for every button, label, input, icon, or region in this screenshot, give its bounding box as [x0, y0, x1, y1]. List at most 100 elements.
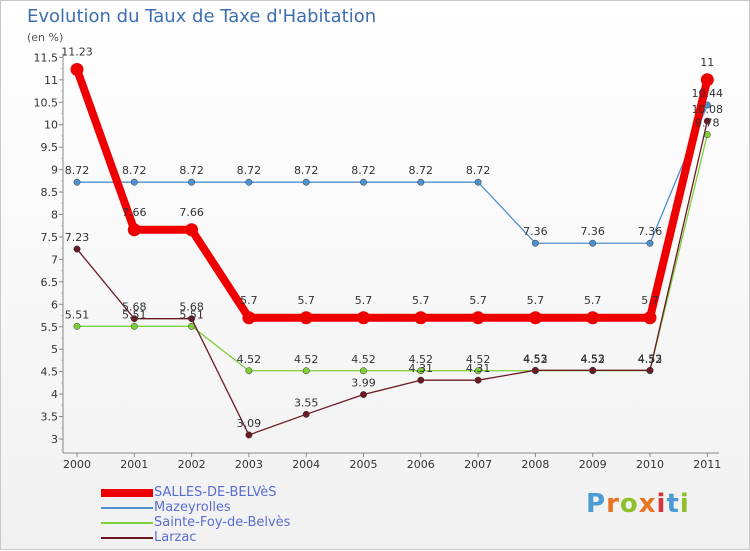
y-tick-label: 6.5: [41, 276, 59, 289]
legend-swatch-mazeyrolles: [101, 507, 153, 509]
data-point: [703, 117, 711, 125]
legend-swatch-sainte-foy-de-belves: [101, 522, 153, 524]
data-label: 4.52: [638, 353, 663, 366]
data-point: [417, 376, 425, 384]
data-label: 7.36: [523, 225, 548, 238]
chart-legend: SALLES-DE-BELVèS Mazeyrolles Sainte-Foy-…: [101, 485, 361, 545]
series-line-0: [73, 68, 712, 322]
proxiti-logo: Proxiti: [586, 489, 690, 519]
data-point: [417, 367, 425, 375]
data-label: 3.09: [237, 417, 262, 430]
data-point: [360, 391, 367, 398]
x-tick-label: 2004: [292, 458, 320, 471]
legend-item-sainte-foy-de-belves: Sainte-Foy-de-Belvès: [101, 515, 361, 530]
data-label: 11.23: [61, 45, 93, 58]
chart-title: Evolution du Taux de Taxe d'Habitation: [27, 6, 377, 27]
data-label: 5.51: [179, 308, 204, 321]
data-point: [188, 178, 196, 186]
data-point: [73, 245, 81, 253]
data-label: 8.72: [294, 164, 319, 177]
legend-label-mazeyrolles: Mazeyrolles: [154, 500, 231, 515]
y-tick-label: 4: [51, 388, 58, 401]
data-point: [360, 178, 367, 186]
y-tick-label: 8: [51, 209, 58, 222]
data-label: 7.66: [122, 206, 147, 219]
data-label: 9.78: [695, 117, 720, 130]
x-tick-label: 2005: [350, 458, 378, 471]
data-label: 8.72: [65, 164, 90, 177]
data-point: [357, 311, 370, 325]
data-point: [245, 431, 253, 439]
x-tick-label: 2009: [579, 458, 607, 471]
data-point: [242, 311, 256, 325]
y-tick-label: 11.5: [34, 51, 59, 64]
data-point: [130, 315, 138, 323]
x-tick-label: 2002: [178, 458, 206, 471]
legend-label-salles-de-belves: SALLES-DE-BELVèS: [154, 485, 277, 500]
data-point: [474, 367, 482, 375]
x-tick-label: 2007: [464, 458, 492, 471]
data-label: 5.51: [65, 308, 90, 321]
data-label: 8.72: [466, 164, 491, 177]
data-point: [245, 367, 253, 375]
data-label: 4.31: [466, 362, 491, 375]
data-label: 10.08: [692, 103, 724, 116]
x-tick-label: 2011: [693, 458, 721, 471]
y-tick-label: 9.5: [41, 141, 59, 154]
y-tick-label: 5.5: [41, 321, 59, 334]
y-tick-label: 4.5: [41, 366, 59, 379]
data-point: [245, 178, 253, 186]
data-label: 5.7: [527, 294, 545, 307]
data-point: [646, 239, 654, 247]
data-label: 7.23: [65, 231, 90, 244]
logo-letter: i: [656, 489, 667, 519]
data-point: [414, 311, 428, 325]
data-point: [531, 239, 539, 247]
legend-item-mazeyrolles: Mazeyrolles: [101, 500, 361, 515]
y-tick-label: 8.5: [41, 186, 59, 199]
logo-letter: x: [638, 489, 657, 519]
series-line-3: [76, 120, 708, 436]
data-point: [127, 223, 141, 237]
data-point: [589, 366, 597, 374]
data-label: 4.52: [294, 353, 319, 366]
data-label: 4.53: [580, 352, 605, 365]
data-label: 5.7: [297, 294, 315, 307]
data-label: 8.72: [409, 164, 434, 177]
data-point: [586, 311, 600, 325]
y-tick-label: 7.5: [41, 231, 59, 244]
data-label: 4.52: [237, 353, 262, 366]
y-tick-label: 11: [44, 74, 58, 87]
data-label: 8.72: [122, 164, 147, 177]
data-point: [130, 178, 138, 186]
logo-letter: P: [586, 489, 607, 519]
data-label: 5.7: [584, 294, 602, 307]
data-point: [471, 311, 485, 325]
logo-letter: o: [619, 489, 639, 519]
data-point: [528, 311, 542, 325]
y-tick-label: 7: [51, 253, 58, 266]
y-tick-label: 5: [51, 343, 58, 356]
data-point: [188, 315, 196, 323]
data-label: 4.31: [409, 362, 434, 375]
data-label: 5.7: [355, 294, 373, 307]
data-label: 4.52: [466, 353, 491, 366]
data-label: 5.51: [122, 308, 147, 321]
data-label: 4.53: [523, 352, 548, 365]
data-point: [360, 367, 367, 375]
data-label: 5.68: [179, 301, 204, 314]
data-point: [73, 322, 81, 330]
y-tick-label: 3.5: [41, 411, 59, 424]
data-point: [589, 239, 597, 247]
data-point: [646, 366, 654, 374]
y-tick-label: 10: [44, 119, 58, 132]
data-label: 4.52: [580, 353, 605, 366]
data-label: 11: [700, 56, 714, 69]
data-point: [474, 376, 482, 384]
legend-label-sainte-foy-de-belves: Sainte-Foy-de-Belvès: [154, 515, 291, 530]
data-label: 7.36: [580, 225, 605, 238]
data-point: [643, 311, 657, 325]
legend-item-larzac: Larzac: [101, 530, 361, 545]
